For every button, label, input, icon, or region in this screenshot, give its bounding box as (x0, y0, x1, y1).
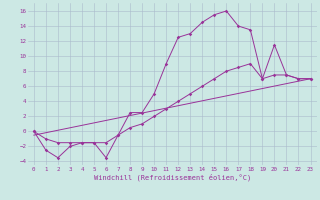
X-axis label: Windchill (Refroidissement éolien,°C): Windchill (Refroidissement éolien,°C) (93, 173, 251, 181)
